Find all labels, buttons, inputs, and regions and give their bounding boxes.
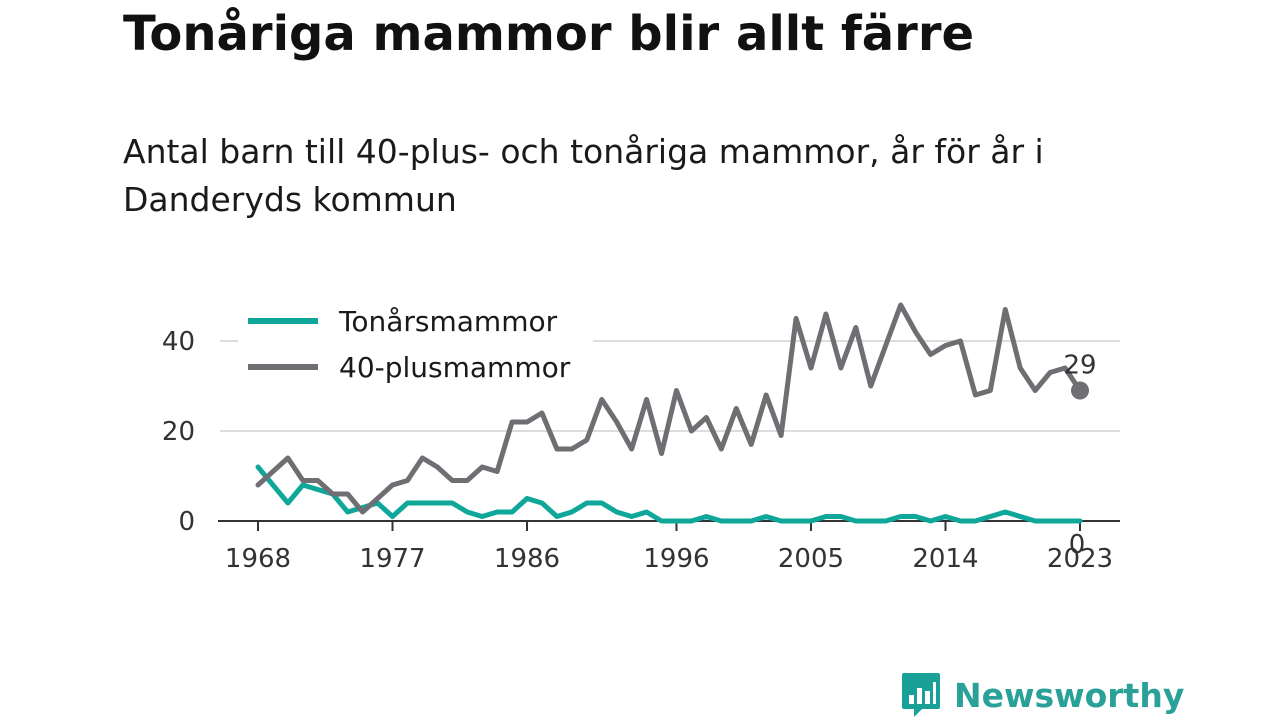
legend-label-0: Tonårsmammor (338, 305, 558, 338)
page-title: Tonåriga mammor blir allt färre (123, 6, 975, 62)
x-tick-label-1996: 1996 (643, 544, 709, 574)
page-subtitle: Antal barn till 40-plus- och tonåriga ma… (123, 132, 1044, 219)
y-tick-label-0: 0 (178, 507, 195, 537)
end-label-teen: 0 (1069, 530, 1086, 560)
x-tick-label-2014: 2014 (912, 544, 978, 574)
newsworthy-logo-icon (902, 673, 940, 717)
y-tick-label-20: 20 (162, 417, 195, 447)
end-point-plus40 (1071, 381, 1089, 400)
x-tick-label-2005: 2005 (778, 544, 844, 574)
brand-name: Newsworthy (954, 675, 1185, 715)
end-labels: 29 0 (1063, 351, 1096, 561)
x-axis: 1968 1977 1986 1996 2005 2014 2023 (218, 520, 1120, 574)
end-label-plus40: 29 (1063, 351, 1096, 381)
y-axis: 0 20 40 (162, 327, 195, 537)
legend: Tonårsmammor 40-plusmammor (238, 298, 593, 388)
y-tick-label-40: 40 (162, 327, 195, 357)
series-lines (255, 302, 1083, 524)
legend-background (238, 298, 593, 388)
legend-label-1: 40-plusmammor (339, 351, 571, 384)
series-line-plus40 (255, 302, 1083, 515)
x-tick-label-1986: 1986 (494, 544, 560, 574)
x-tick-label-1977: 1977 (359, 544, 425, 574)
series-line-teen (255, 464, 1083, 524)
x-tick-label-1968: 1968 (225, 544, 291, 574)
brand-logo: Newsworthy (900, 670, 1184, 720)
x-tick-label-2023: 2023 (1047, 544, 1113, 574)
